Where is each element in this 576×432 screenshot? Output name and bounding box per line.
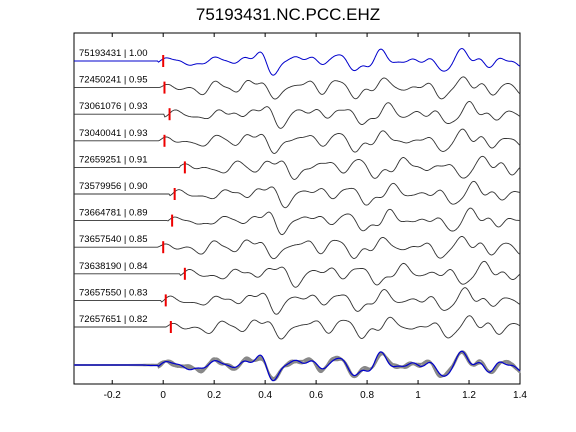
x-tick-label: 1 <box>415 390 421 401</box>
trace-line <box>74 260 521 288</box>
trace-line <box>74 101 521 129</box>
trace-line <box>74 76 521 100</box>
trace-label: 75193431 | 1.00 <box>79 48 148 59</box>
x-tick-label: 1.2 <box>462 390 476 401</box>
x-tick-label: 0 <box>160 390 166 401</box>
trace-label: 73061076 | 0.93 <box>79 101 148 112</box>
reference-trace <box>74 48 521 76</box>
stacked-overlay <box>73 350 521 382</box>
stack-reference-trace <box>74 350 521 382</box>
x-tick-label: 0.6 <box>309 390 323 401</box>
trace-group: 75193431 | 1.00 72450241 | 0.95 73061076 |… <box>74 48 521 340</box>
trace-line <box>74 315 521 340</box>
trace-label: 72657651 | 0.82 <box>79 314 148 325</box>
trace-label: 73657540 | 0.85 <box>79 234 148 245</box>
plot-frame <box>73 32 521 385</box>
x-axis: -0.2 0 0.2 0.4 0.6 0.8 1 1.2 1.4 <box>104 33 527 401</box>
chart-title: 75193431.NC.PCC.EHZ <box>195 5 381 24</box>
x-tick-label: 0.8 <box>360 390 374 401</box>
trace-line <box>74 236 521 260</box>
trace-label: 73664781 | 0.89 <box>79 208 148 219</box>
trace-line <box>74 128 521 154</box>
trace-label: 73579956 | 0.90 <box>79 181 148 192</box>
x-tick-label: 0.4 <box>258 390 272 401</box>
x-tick-label: -0.2 <box>104 390 122 401</box>
trace-label: 73638190 | 0.84 <box>79 261 148 272</box>
x-tick-label: 1.4 <box>513 390 527 401</box>
trace-label: 73657550 | 0.83 <box>79 287 148 298</box>
trace-line <box>74 155 521 180</box>
x-tick-label: 0.2 <box>207 390 221 401</box>
trace-label: 72659251 | 0.91 <box>79 154 148 165</box>
trace-label: 72450241 | 0.95 <box>79 75 148 86</box>
trace-line <box>74 287 521 315</box>
trace-line <box>74 180 521 209</box>
trace-label: 73040041 | 0.93 <box>79 128 148 139</box>
trace-line <box>74 207 520 236</box>
